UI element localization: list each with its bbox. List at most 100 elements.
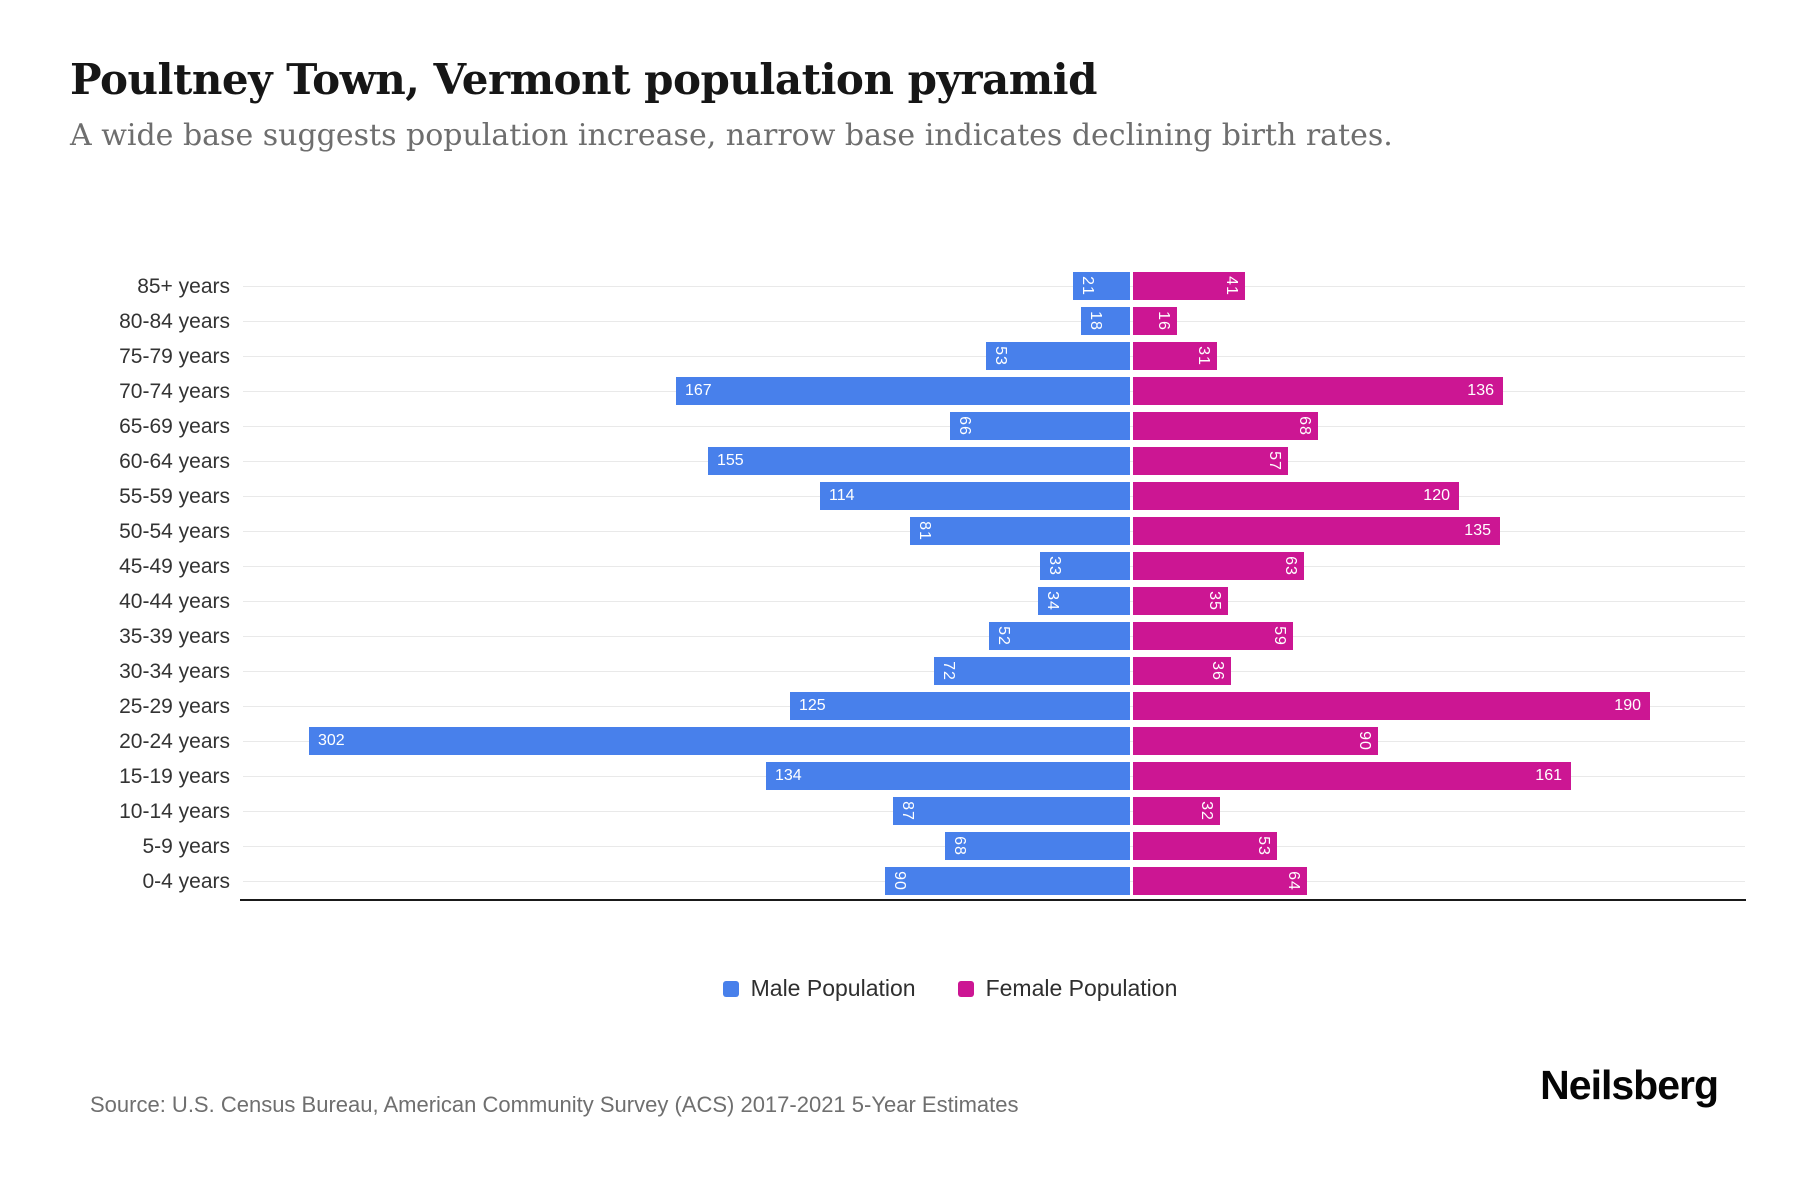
age-group-label: 65-69 years: [119, 415, 230, 438]
age-group-label: 85+ years: [137, 275, 230, 298]
female-bar[interactable]: 16: [1133, 307, 1177, 335]
female-bar[interactable]: 36: [1133, 657, 1231, 685]
male-bar[interactable]: 21: [1073, 272, 1130, 300]
female-bar[interactable]: 31: [1133, 342, 1217, 370]
age-group-label: 50-54 years: [119, 520, 230, 543]
female-bar[interactable]: 35: [1133, 587, 1228, 615]
male-bar[interactable]: 114: [820, 482, 1130, 510]
female-bar-value: 59: [1271, 626, 1288, 646]
female-bar[interactable]: 135: [1133, 517, 1500, 545]
pyramid-row: 50-54 years 81 135: [0, 514, 1800, 549]
female-bar[interactable]: 68: [1133, 412, 1318, 440]
male-bar-value: 167: [685, 382, 712, 399]
male-bar[interactable]: 53: [986, 342, 1130, 370]
male-bar[interactable]: 81: [910, 517, 1130, 545]
male-bar-value: 114: [829, 487, 855, 504]
male-bar-value: 68: [951, 836, 968, 856]
female-bar-value: 35: [1206, 591, 1223, 611]
pyramid-row: 15-19 years 134 161: [0, 759, 1800, 794]
female-bar[interactable]: 161: [1133, 762, 1571, 790]
pyramid-row: 80-84 years 18 16: [0, 304, 1800, 339]
male-bar[interactable]: 52: [989, 622, 1130, 650]
legend-item-female[interactable]: Female Population: [957, 975, 1178, 1002]
source-text: Source: U.S. Census Bureau, American Com…: [90, 1092, 1019, 1117]
female-bar[interactable]: 41: [1133, 272, 1245, 300]
male-bar[interactable]: 33: [1040, 552, 1130, 580]
male-bar[interactable]: 90: [885, 867, 1130, 895]
pyramid-row: 75-79 years 53 31: [0, 339, 1800, 374]
male-bar[interactable]: 18: [1081, 307, 1130, 335]
male-bar-value: 21: [1079, 276, 1096, 296]
age-group-label: 40-44 years: [119, 590, 230, 613]
age-group-label: 60-64 years: [119, 450, 230, 473]
pyramid-row: 55-59 years 114 120: [0, 479, 1800, 514]
legend-inner: Male Population Female Population: [722, 975, 1178, 1002]
female-bar-value: 36: [1209, 661, 1226, 681]
age-group-label: 5-9 years: [142, 835, 230, 858]
pyramid-row: 65-69 years 66 68: [0, 409, 1800, 444]
female-bar-value: 32: [1198, 801, 1215, 821]
female-bar-value: 68: [1296, 416, 1313, 436]
female-bar[interactable]: 190: [1133, 692, 1650, 720]
male-bar[interactable]: 125: [790, 692, 1130, 720]
male-bar[interactable]: 302: [309, 727, 1130, 755]
male-bar-value: 90: [891, 871, 908, 891]
age-group-label: 15-19 years: [119, 765, 230, 788]
age-group-label: 25-29 years: [119, 695, 230, 718]
gridline: [243, 601, 1745, 602]
male-bar[interactable]: 167: [676, 377, 1130, 405]
chart-subtitle: A wide base suggests population increase…: [70, 118, 1393, 153]
female-bar-value: 136: [1467, 382, 1494, 399]
female-bar[interactable]: 90: [1133, 727, 1378, 755]
legend: Male Population Female Population: [0, 975, 1800, 1002]
male-bar[interactable]: 34: [1038, 587, 1130, 615]
male-bar[interactable]: 134: [766, 762, 1130, 790]
male-bar-value: 33: [1046, 556, 1063, 576]
male-legend-swatch: [722, 980, 739, 997]
pyramid-row: 25-29 years 125 190: [0, 689, 1800, 724]
male-bar[interactable]: 66: [950, 412, 1130, 440]
male-bar-value: 66: [956, 416, 973, 436]
female-bar[interactable]: 64: [1133, 867, 1307, 895]
age-group-label: 45-49 years: [119, 555, 230, 578]
pyramid-row: 70-74 years 167 136: [0, 374, 1800, 409]
female-bar[interactable]: 53: [1133, 832, 1277, 860]
male-bar-value: 134: [775, 767, 802, 784]
male-bar-value: 72: [940, 661, 957, 681]
pyramid-chart: 85+ years 21 41 80-84 years 18 16 75-79 years 5…: [0, 269, 1800, 901]
female-bar-value: 161: [1535, 767, 1562, 784]
male-bar-value: 302: [318, 732, 345, 749]
legend-item-male[interactable]: Male Population: [722, 975, 916, 1002]
female-bar-value: 135: [1464, 522, 1491, 539]
female-legend-label: Female Population: [985, 975, 1178, 1001]
gridline: [243, 321, 1745, 322]
female-bar-value: 16: [1155, 311, 1172, 331]
male-bar[interactable]: 155: [708, 447, 1130, 475]
female-bar[interactable]: 63: [1133, 552, 1304, 580]
pyramid-row: 45-49 years 33 63: [0, 549, 1800, 584]
pyramid-row: 5-9 years 68 53: [0, 829, 1800, 864]
female-bar[interactable]: 59: [1133, 622, 1293, 650]
female-bar-value: 90: [1356, 731, 1373, 751]
female-bar[interactable]: 136: [1133, 377, 1503, 405]
female-bar[interactable]: 57: [1133, 447, 1288, 475]
female-bar-value: 64: [1285, 871, 1302, 891]
age-group-label: 10-14 years: [119, 800, 230, 823]
pyramid-row: 35-39 years 52 59: [0, 619, 1800, 654]
x-axis-line: [240, 899, 1746, 901]
male-bar[interactable]: 68: [945, 832, 1130, 860]
age-group-label: 20-24 years: [119, 730, 230, 753]
age-group-label: 55-59 years: [119, 485, 230, 508]
male-bar[interactable]: 87: [893, 797, 1130, 825]
neilsberg-logo: Neilsberg: [1540, 1062, 1719, 1108]
female-bar-value: 31: [1195, 346, 1212, 366]
gridline: [243, 566, 1745, 567]
chart-title: Poultney Town, Vermont population pyrami…: [70, 55, 1097, 104]
female-bar-value: 120: [1423, 487, 1450, 504]
female-bar[interactable]: 120: [1133, 482, 1459, 510]
gridline: [243, 286, 1745, 287]
pyramid-row: 30-34 years 72 36: [0, 654, 1800, 689]
male-bar-value: 87: [899, 801, 916, 821]
female-bar[interactable]: 32: [1133, 797, 1220, 825]
male-bar[interactable]: 72: [934, 657, 1130, 685]
